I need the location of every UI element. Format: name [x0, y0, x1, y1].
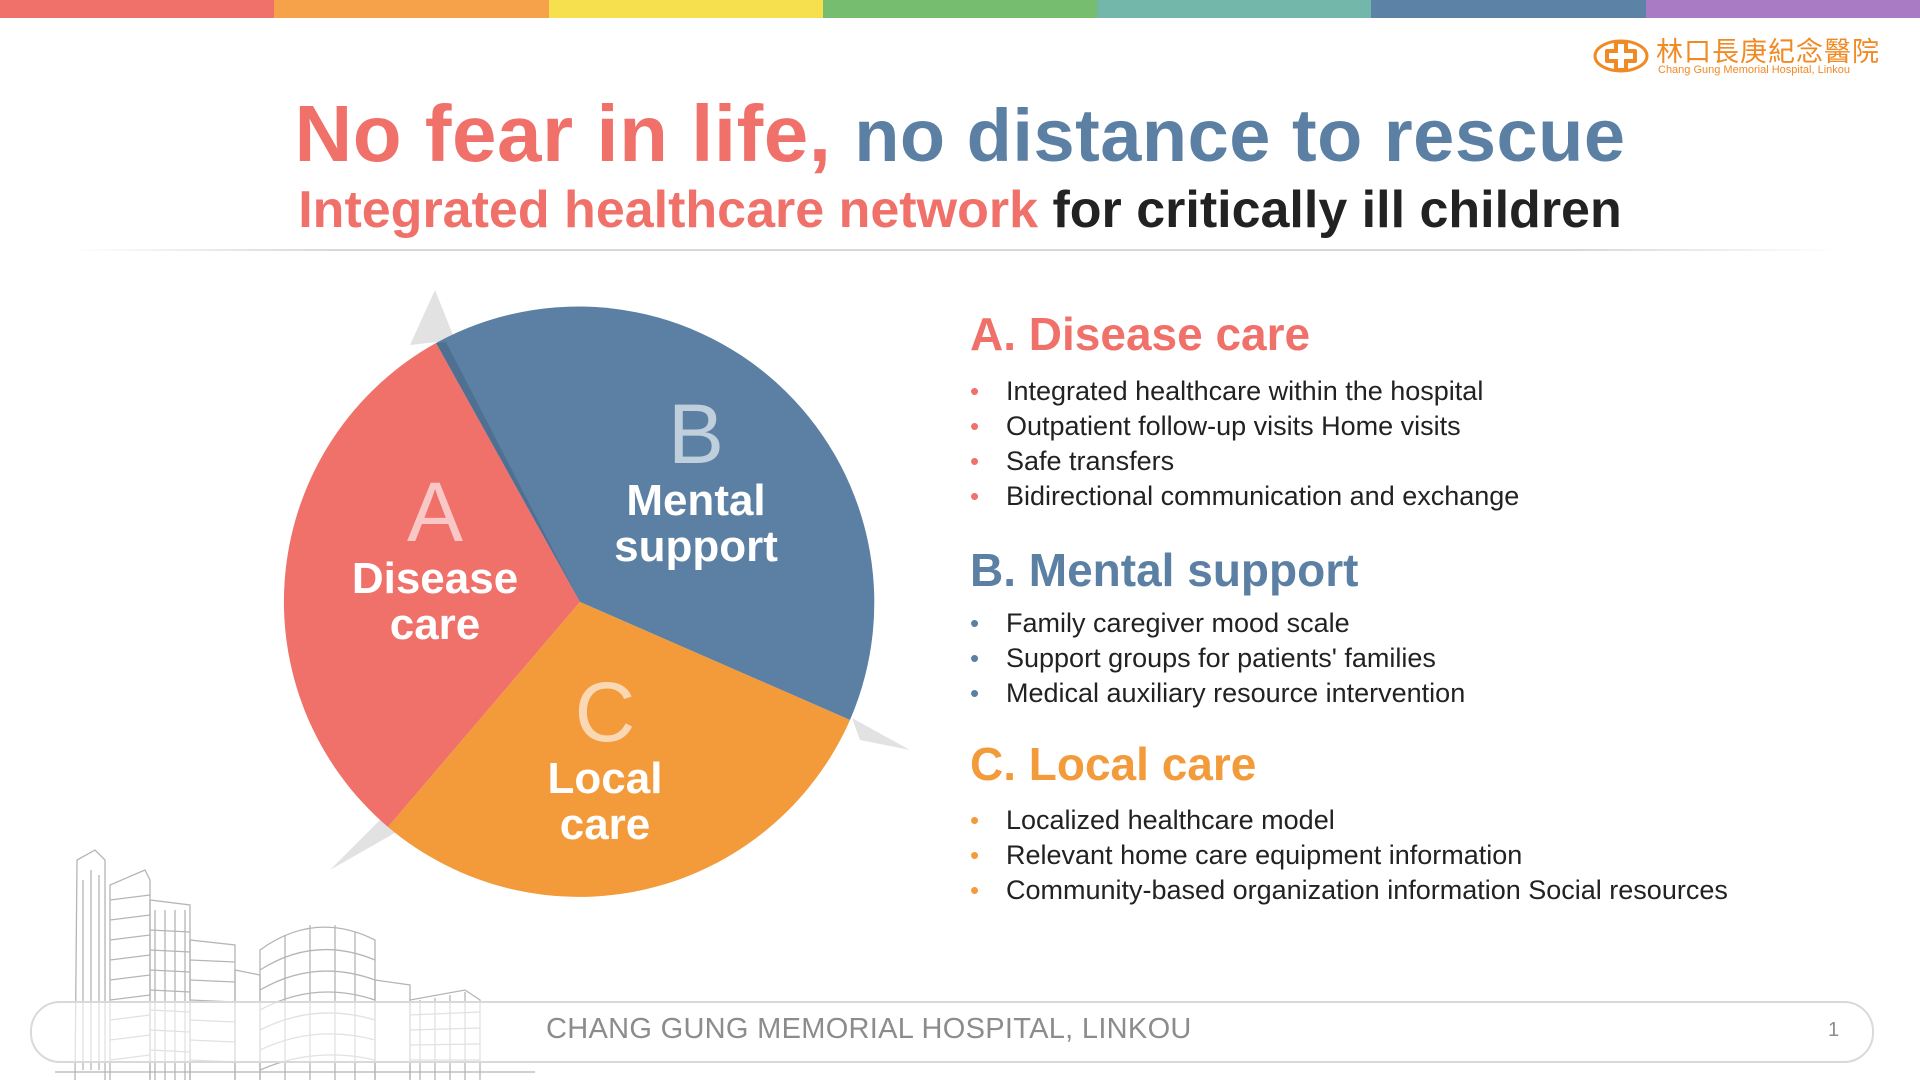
bullet-dot: • — [970, 411, 980, 441]
list-item: • Support groups for patients' families — [970, 641, 1465, 676]
segment-b-label-line1: Mental — [626, 476, 766, 525]
pie-shadow-right — [852, 718, 910, 750]
bullet-dot: • — [970, 446, 980, 476]
topbar-stripe-yellow — [548, 0, 823, 18]
segment-a-label: Disease care — [305, 556, 565, 648]
list-item-text: Bidirectional communication and exchange — [1006, 481, 1520, 511]
page-number: 1 — [1828, 1019, 1840, 1041]
section-b-list: • Family caregiver mood scale • Support gr… — [970, 606, 1465, 711]
section-c-heading: C. Local care — [970, 738, 1257, 790]
topbar-stripe-orange — [274, 0, 549, 18]
pie-shadow-top — [410, 290, 455, 345]
bullet-dot: • — [970, 608, 980, 638]
section-b-heading: B. Mental support — [970, 544, 1359, 596]
section-a-list: • Integrated healthcare within the hospit… — [970, 374, 1519, 514]
list-item-text: Relevant home care equipment information — [1006, 840, 1523, 870]
bullet-dot: • — [970, 840, 980, 870]
hospital-logo: 林口長庚紀念醫院 Chang Gung Memorial Hospital, L… — [1592, 30, 1892, 86]
title-divider — [70, 249, 1840, 251]
rainbow-top-bar — [0, 0, 1920, 18]
pie-segment-disease-care — [283, 343, 580, 827]
logo-chinese-name: 林口長庚紀念醫院 — [1656, 37, 1880, 68]
list-item: • Community-based organization informatio… — [970, 873, 1728, 908]
segment-b-label-line2: support — [614, 522, 778, 571]
list-item-text: Family caregiver mood scale — [1006, 608, 1350, 638]
list-item-text: Community-based organization information… — [1006, 875, 1728, 905]
section-c-list: • Localized healthcare model • Relevant ho… — [970, 803, 1728, 908]
list-item: • Outpatient follow-up visits Home visits — [970, 409, 1519, 444]
pie-shadow-bottom — [330, 815, 400, 870]
care-pie-chart: A Disease care B Mental support C Local … — [260, 270, 920, 930]
subtitle-part-children: for critically ill children — [1052, 181, 1622, 239]
list-item-text: Medical auxiliary resource intervention — [1006, 678, 1466, 708]
footer-bar — [30, 1001, 1874, 1063]
title-part-no-distance: no distance to rescue — [854, 94, 1626, 177]
topbar-stripe-teal — [1097, 0, 1372, 18]
page-subtitle: Integrated healthcare network for critic… — [0, 180, 1920, 240]
list-item: • Relevant home care equipment informatio… — [970, 838, 1728, 873]
bullet-dot: • — [970, 875, 980, 905]
list-item-text: Support groups for patients' families — [1006, 643, 1436, 673]
segment-b-label: Mental support — [566, 478, 826, 570]
pie-segment-mental-support — [436, 306, 875, 720]
segment-a-label-line1: Disease — [351, 554, 519, 603]
list-item: • Medical auxiliary resource intervention — [970, 676, 1465, 711]
segment-a-label-line2: care — [389, 600, 481, 649]
hospital-cross-logo-icon — [1593, 39, 1649, 73]
topbar-stripe-red — [0, 0, 275, 18]
topbar-stripe-purple — [1645, 0, 1920, 18]
segment-c-label: Local care — [475, 756, 735, 848]
subtitle-part-network: Integrated healthcare network — [298, 181, 1038, 239]
list-item-text: Outpatient follow-up visits Home visits — [1006, 411, 1461, 441]
segment-c-letter: C — [574, 665, 636, 759]
bullet-dot: • — [970, 481, 980, 511]
footer-hospital-name: CHANG GUNG MEMORIAL HOSPITAL, LINKOU — [546, 1013, 1192, 1045]
list-item-text: Safe transfers — [1006, 446, 1175, 476]
list-item: • Family caregiver mood scale — [970, 606, 1465, 641]
list-item: • Safe transfers — [970, 444, 1519, 479]
bullet-dot: • — [970, 643, 980, 673]
section-a-heading: A. Disease care — [970, 308, 1311, 360]
page-title: No fear in life, no distance to rescue — [0, 88, 1920, 180]
list-item-text: Localized healthcare model — [1006, 805, 1335, 835]
list-item: • Bidirectional communication and exchang… — [970, 479, 1519, 514]
title-part-no-fear: No fear in life, — [294, 89, 832, 178]
bullet-dot: • — [970, 805, 980, 835]
bullet-dot: • — [970, 376, 980, 406]
pie-segment-local-care — [388, 602, 850, 897]
list-item-text: Integrated healthcare within the hospita… — [1006, 376, 1484, 406]
list-item: • Localized healthcare model — [970, 803, 1728, 838]
topbar-stripe-green — [822, 0, 1098, 18]
segment-b-letter: B — [667, 387, 725, 481]
bullet-dot: • — [970, 678, 980, 708]
segment-c-label-line2: care — [559, 800, 651, 849]
list-item: • Integrated healthcare within the hospit… — [970, 374, 1519, 409]
pie-seam-shadow — [436, 342, 580, 602]
logo-english-name: Chang Gung Memorial Hospital, Linkou — [1658, 64, 1850, 76]
segment-c-label-line1: Local — [547, 754, 663, 803]
segment-a-letter: A — [406, 465, 464, 559]
topbar-stripe-blue — [1371, 0, 1646, 18]
pie-graphic — [283, 290, 910, 897]
